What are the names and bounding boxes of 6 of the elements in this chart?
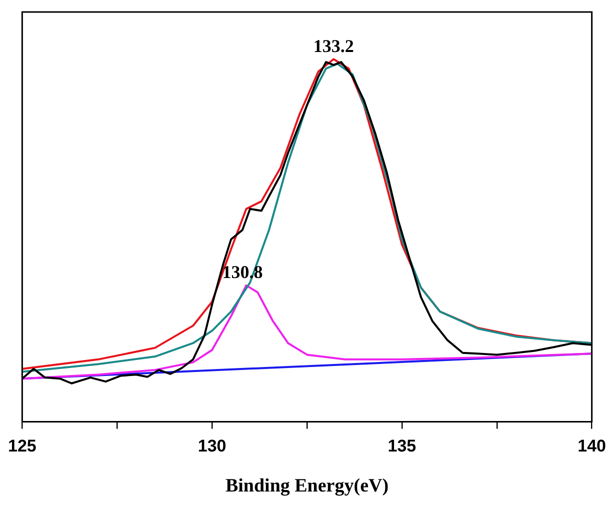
annotation: 133.2	[313, 36, 354, 56]
x-axis-title: Binding Energy(eV)	[225, 476, 389, 497]
x-tick-label: 135	[388, 436, 416, 456]
x-tick-label: 140	[578, 436, 606, 456]
x-tick-label: 130	[198, 436, 226, 456]
x-tick-label: 125	[8, 436, 36, 456]
